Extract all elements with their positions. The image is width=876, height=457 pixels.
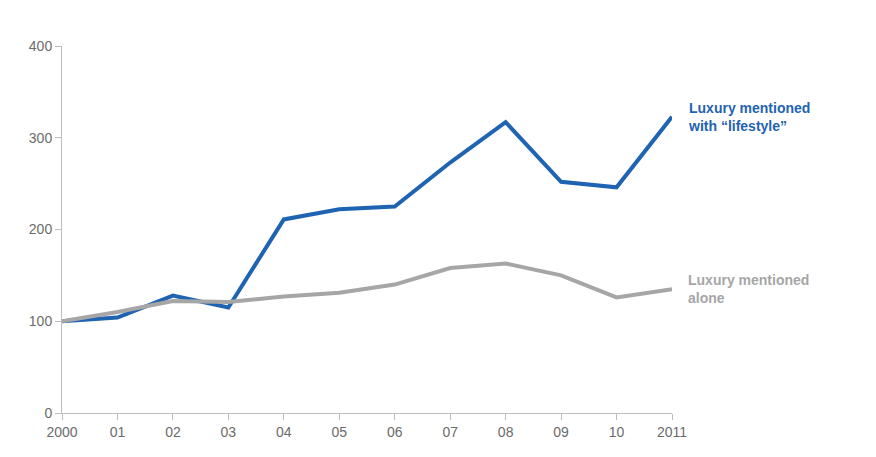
svg-text:300: 300	[29, 130, 53, 146]
svg-text:06: 06	[387, 424, 403, 440]
svg-text:04: 04	[276, 424, 292, 440]
svg-text:Luxury mentionedwith “lifestyl: Luxury mentionedwith “lifestyle”	[688, 100, 810, 134]
svg-text:2000: 2000	[46, 424, 77, 440]
svg-text:0: 0	[44, 405, 52, 421]
svg-text:100: 100	[29, 313, 53, 329]
svg-text:08: 08	[498, 424, 514, 440]
svg-text:05: 05	[331, 424, 347, 440]
svg-text:02: 02	[165, 424, 181, 440]
svg-text:09: 09	[553, 424, 569, 440]
svg-text:07: 07	[442, 424, 458, 440]
svg-text:Luxury mentionedalone: Luxury mentionedalone	[688, 272, 809, 306]
svg-text:03: 03	[221, 424, 237, 440]
svg-text:2011: 2011	[657, 424, 687, 440]
svg-text:01: 01	[110, 424, 126, 440]
svg-text:400: 400	[29, 38, 53, 54]
svg-text:10: 10	[609, 424, 625, 440]
svg-text:200: 200	[29, 221, 53, 237]
